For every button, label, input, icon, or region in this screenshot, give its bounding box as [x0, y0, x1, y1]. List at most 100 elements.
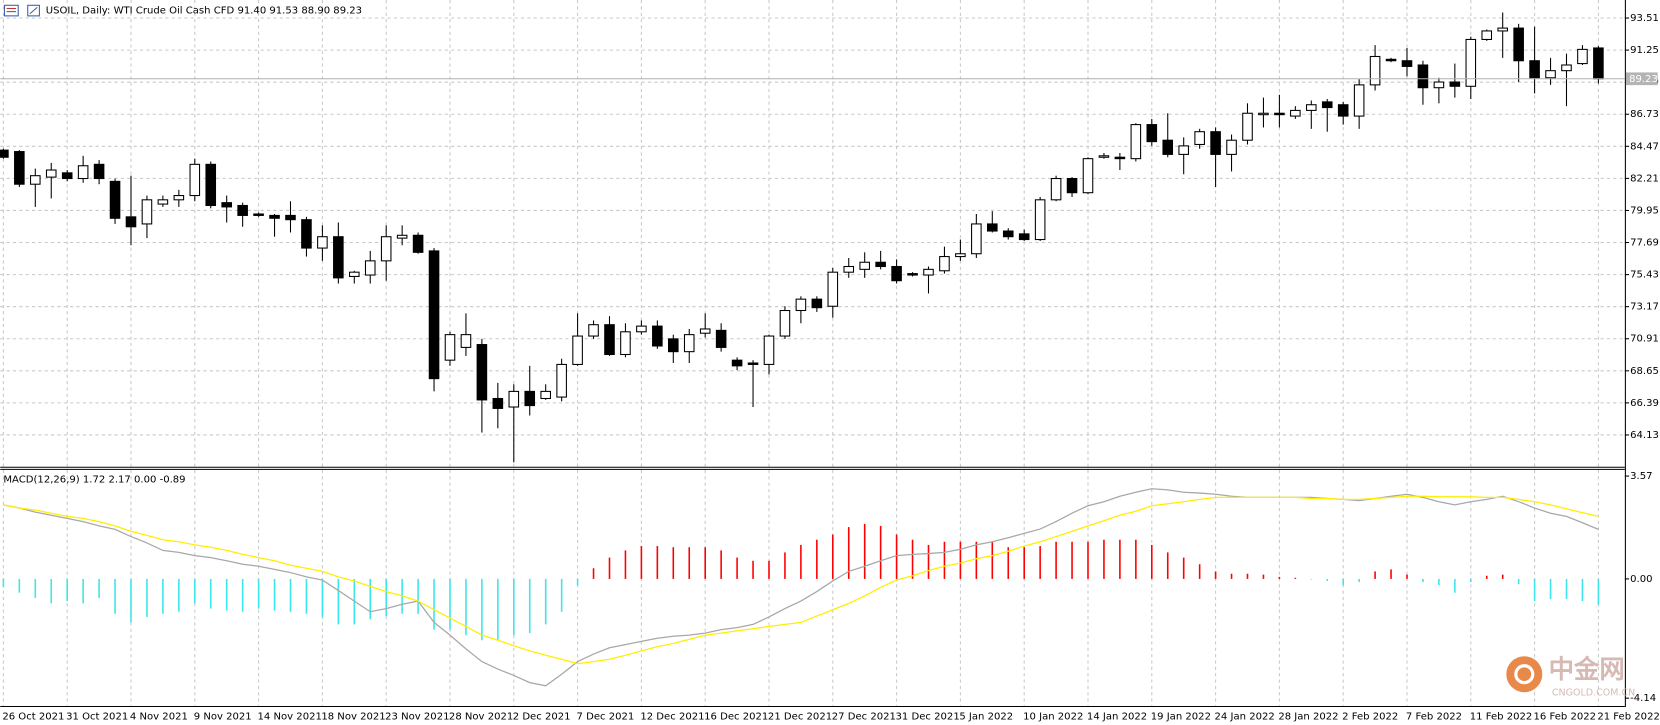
candle-body — [1130, 124, 1142, 160]
candle-body — [540, 390, 551, 400]
candle-body — [1290, 109, 1301, 117]
candle-body — [301, 219, 312, 249]
candle-body — [843, 265, 855, 273]
candle-body — [699, 328, 711, 334]
candle-body — [460, 334, 472, 348]
watermark-logo-ring — [1514, 664, 1535, 685]
y-tick-label: 68.65 — [1630, 366, 1659, 377]
y-tick-label: 79.95 — [1630, 205, 1659, 216]
candle-body — [317, 236, 328, 249]
y-tick-label: 73.17 — [1630, 302, 1659, 313]
x-tick-label: 12 Dec 2021 — [640, 712, 704, 723]
candle-body — [1593, 47, 1604, 80]
candle-body — [253, 213, 264, 216]
overlay-layer: 89.23 26 Oct 2021 31 Oct 2021 4 Nov 2021 9 N… — [0, 72, 1660, 723]
x-tick-label: 19 Jan 2022 — [1151, 712, 1211, 723]
candle-body — [508, 390, 520, 408]
y-tick-label: 82.21 — [1630, 173, 1659, 184]
candle-body — [349, 271, 360, 277]
watermark-text: 中金网 — [1549, 654, 1625, 684]
candle-body — [476, 344, 488, 401]
candle-body — [221, 202, 232, 208]
candle-body — [556, 363, 567, 398]
candle-body — [333, 236, 344, 279]
candle-body — [1258, 112, 1269, 116]
candle-body — [1114, 156, 1126, 160]
watermark-subtext: CNGOLD.COM.CN — [1552, 688, 1635, 699]
y-tick-label: 91.25 — [1630, 45, 1659, 56]
x-tick-label: 7 Dec 2021 — [577, 712, 635, 723]
candle-body — [715, 329, 727, 348]
signal-line — [3, 495, 1599, 665]
candle-body — [30, 175, 41, 185]
x-tick-label: 14 Nov 2021 — [258, 712, 322, 723]
y-tick-label: 75.43 — [1630, 270, 1659, 281]
candle-body — [1146, 124, 1158, 143]
candle-body — [891, 265, 902, 282]
candle-body — [1577, 48, 1588, 65]
candle-body — [380, 236, 392, 262]
candle-body — [731, 359, 743, 367]
y-tick-label: 64.13 — [1630, 430, 1659, 441]
last-price-box — [1625, 72, 1658, 86]
candle-body — [1497, 27, 1508, 32]
y-tick-label: -4.14 — [1630, 693, 1656, 704]
candle-body — [1274, 112, 1285, 116]
last-price-label: 89.23 — [1629, 74, 1658, 85]
candle-body — [1529, 60, 1540, 79]
x-tick-label: 16 Feb 2022 — [1534, 712, 1597, 723]
x-tick-label: 28 Jan 2022 — [1278, 712, 1338, 723]
x-tick-label: 18 Nov 2021 — [321, 712, 385, 723]
candle-body — [955, 253, 966, 258]
candle-body — [1082, 158, 1094, 194]
x-tick-label: 28 Nov 2021 — [449, 712, 513, 723]
candle-body — [1337, 104, 1349, 117]
candle-body — [157, 199, 169, 205]
candle-body — [779, 309, 791, 337]
icon-frame — [3, 4, 19, 17]
candle-body — [1481, 30, 1493, 40]
candle-body — [45, 169, 57, 178]
candle-body — [109, 180, 121, 219]
indicator-title: MACD(12,26,9) 1.72 2.17 0.00 -0.89 — [3, 474, 185, 485]
candle-body — [1018, 233, 1030, 241]
x-tick-label: 31 Oct 2021 — [66, 712, 128, 723]
candle-body — [1242, 112, 1253, 141]
candle-body — [141, 199, 153, 225]
candle-body — [811, 298, 823, 309]
candle-body — [652, 325, 663, 347]
candle-body — [1545, 70, 1556, 79]
x-tick-label: 21 Dec 2021 — [768, 712, 832, 723]
candle-body — [1002, 230, 1014, 238]
x-tick-label: 26 Oct 2021 — [2, 712, 64, 723]
candle-body — [1433, 81, 1445, 89]
candle-body — [1417, 64, 1429, 89]
candle-body — [1178, 145, 1189, 155]
candle-body — [173, 195, 185, 201]
candle-body — [205, 163, 217, 207]
candle-body — [1369, 55, 1381, 86]
candle-body — [668, 338, 679, 353]
candle-body — [77, 165, 89, 180]
candle-body — [1194, 131, 1205, 145]
x-tick-label: 14 Jan 2022 — [1087, 712, 1147, 723]
x-tick-label: 2 Dec 2021 — [513, 712, 571, 723]
x-tick-label: 5 Jan 2022 — [959, 712, 1013, 723]
candle-body — [1561, 64, 1572, 72]
candle-body — [1306, 104, 1317, 111]
y-tick-label: 70.91 — [1630, 334, 1659, 345]
candle-body — [1226, 139, 1237, 155]
candle-body — [14, 151, 25, 185]
candle-body — [1034, 199, 1046, 241]
x-tick-label: 11 Feb 2022 — [1470, 712, 1533, 723]
candle-body — [125, 216, 137, 228]
x-tick-label: 24 Jan 2022 — [1215, 712, 1275, 723]
x-tick-label: 27 Dec 2021 — [832, 712, 896, 723]
candle-body — [1401, 60, 1413, 67]
mark-layer — [0, 12, 1604, 687]
candle-body — [1513, 27, 1524, 62]
candle-body — [620, 331, 631, 356]
candle-body — [428, 250, 440, 380]
candle-body — [412, 234, 424, 253]
